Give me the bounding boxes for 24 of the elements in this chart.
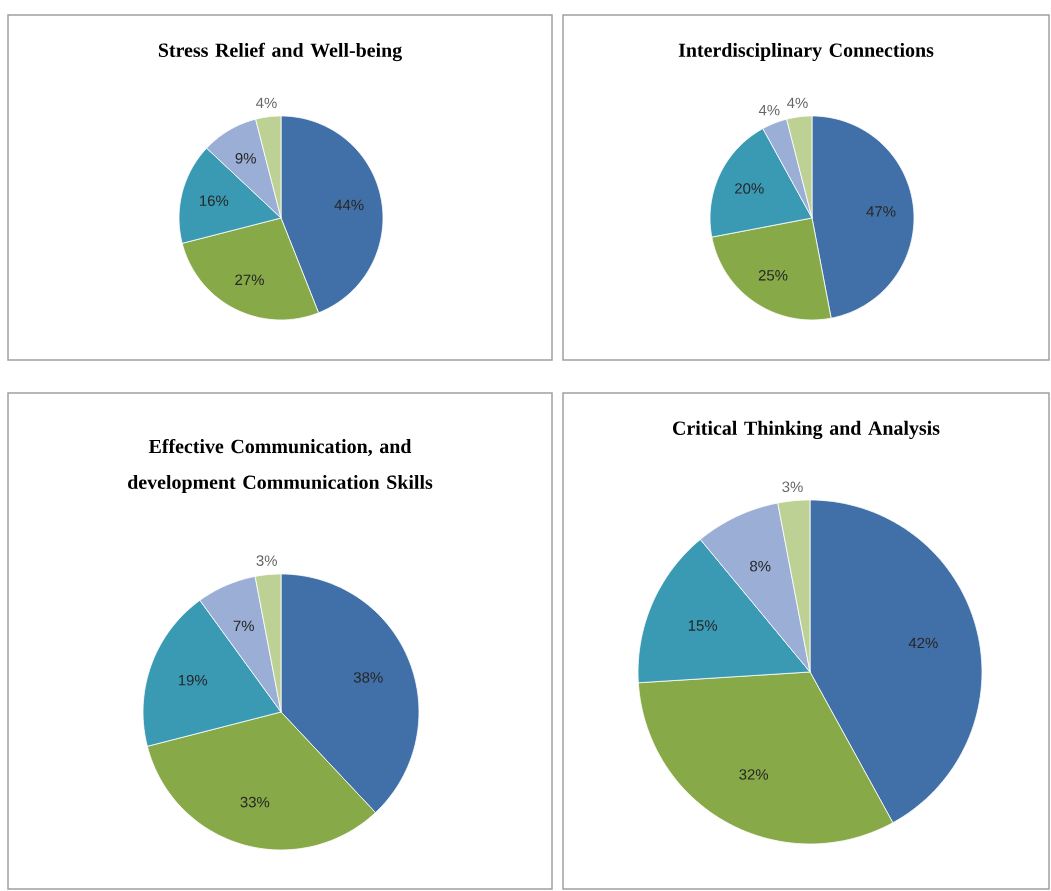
data-label: 27% [235, 274, 264, 286]
data-label: 15% [688, 620, 718, 631]
data-label: 7% [233, 620, 254, 632]
data-label: 47% [866, 206, 896, 217]
data-label: 3% [256, 555, 277, 566]
data-label: 19% [178, 674, 208, 686]
data-label: 25% [758, 270, 788, 281]
chart-title: Effective Communication, and development Communication Skills [128, 438, 433, 494]
data-label: 8% [750, 560, 771, 572]
data-label: 3% [782, 481, 803, 493]
data-label: 4% [758, 104, 780, 116]
chart-title: Stress Relief and Well-being [158, 42, 402, 62]
data-label: 16% [200, 195, 229, 206]
data-label: 9% [235, 152, 256, 164]
data-label: 20% [735, 183, 764, 194]
chart-title: Critical Thinking and Analysis [673, 420, 940, 440]
data-label: 4% [787, 97, 808, 109]
data-label: 33% [240, 796, 270, 808]
data-label: 4% [256, 97, 277, 109]
data-label: 38% [353, 672, 383, 683]
chart-title: Interdisciplinary Connections [678, 42, 934, 62]
data-label: 44% [334, 199, 364, 211]
data-label: 32% [739, 769, 769, 780]
data-label: 42% [908, 637, 938, 649]
